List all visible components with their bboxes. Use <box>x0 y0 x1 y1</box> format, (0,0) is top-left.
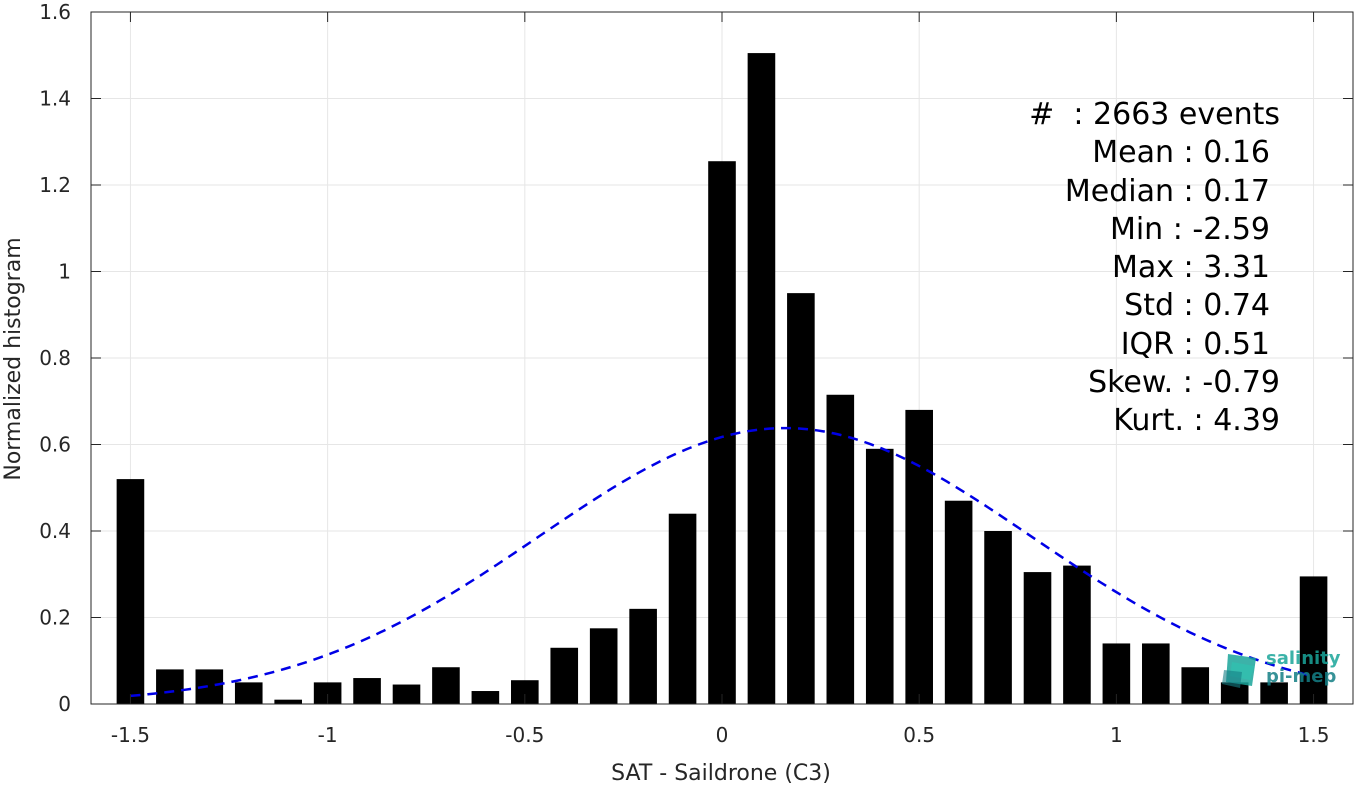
histogram-bar <box>550 647 579 704</box>
logo-text-salinity: salinity <box>1266 648 1341 669</box>
x-tick-label: -1.5 <box>111 723 150 747</box>
histogram-bar <box>1102 643 1131 704</box>
histogram-bar <box>668 513 697 704</box>
histogram-bar <box>905 409 933 704</box>
y-axis-label: Normalized histogram <box>1 237 26 480</box>
y-tick-label: 1.4 <box>39 87 71 111</box>
histogram-bar <box>589 628 618 704</box>
histogram-bar <box>392 684 421 704</box>
y-tick-label: 0.8 <box>39 346 71 370</box>
histogram-bar <box>511 680 539 704</box>
histogram-bar <box>984 531 1012 704</box>
histogram-bar <box>1181 667 1210 704</box>
logo-text-pimep: pi-mep <box>1266 666 1337 687</box>
histogram-bar <box>1260 682 1288 704</box>
histogram-bar <box>1142 643 1170 704</box>
histogram-bar <box>116 479 145 704</box>
histogram-bar <box>353 678 381 704</box>
histogram-bar <box>471 691 500 704</box>
y-tick-label: 0.2 <box>39 606 71 630</box>
stat-median: Median : 0.17 <box>1064 173 1270 209</box>
histogram-bar <box>1023 572 1052 704</box>
histogram-bar <box>865 448 894 704</box>
y-tick-label: 0.4 <box>39 519 71 543</box>
x-tick-labels: -1.5 -1 -0.5 0 0.5 1 1.5 <box>111 723 1330 747</box>
histogram-bar <box>313 682 342 704</box>
histogram-bar <box>432 667 460 704</box>
normal-fit-curve <box>130 426 1314 698</box>
x-tick-label: 1 <box>1110 723 1123 747</box>
y-tick-label: 0 <box>58 692 71 716</box>
stats-box: # : 2663 events Mean : 0.16 Median : 0.1… <box>960 96 1280 441</box>
stat-max: Max : 3.31 <box>1112 250 1270 286</box>
histogram-bar <box>156 669 184 704</box>
histogram-bar <box>826 394 855 704</box>
stat-iqr: IQR : 0.51 <box>1120 326 1270 362</box>
fit-curve-line <box>130 426 1314 698</box>
histogram-bar <box>1299 576 1328 704</box>
x-axis-label: SAT - Saildrone (C3) <box>611 761 831 785</box>
salinity-pimep-logo: salinity pi-mep <box>1222 646 1352 694</box>
x-tick-label: -1 <box>318 723 338 747</box>
stat-std: Std : 0.74 <box>1124 288 1270 324</box>
axes-box <box>90 11 1354 705</box>
histogram-bar <box>1063 565 1091 704</box>
histogram-bar <box>274 699 302 704</box>
x-tick-label: 1.5 <box>1298 723 1330 747</box>
histogram-bar <box>787 293 815 704</box>
x-tick-label: 0.5 <box>903 723 935 747</box>
histogram-bar <box>234 682 263 704</box>
histogram-bar <box>629 608 657 704</box>
stat-count: # : 2663 events <box>1029 97 1280 132</box>
x-tick-label: 0 <box>716 723 729 747</box>
y-tick-label: 1 <box>58 260 71 284</box>
stat-kurt: Kurt. : 4.39 <box>1113 403 1280 439</box>
y-tick-label: 1.6 <box>39 0 71 24</box>
x-tick-label: -0.5 <box>505 723 544 747</box>
y-tick-label: 0.6 <box>39 433 71 457</box>
stat-skew: Skew. : -0.79 <box>1088 365 1280 401</box>
histogram-bars <box>116 53 1328 704</box>
histogram-bar <box>747 53 776 704</box>
histogram-bar <box>944 500 973 704</box>
logo-mark-icon <box>1222 654 1256 688</box>
y-tick-label: 1.2 <box>39 173 71 197</box>
y-tick-labels: 0 0.2 0.4 0.6 0.8 1 1.2 1.4 1.6 <box>39 0 71 716</box>
histogram-bar <box>1220 682 1249 704</box>
stat-mean: Mean : 0.16 <box>1092 135 1270 171</box>
stat-min: Min : -2.59 <box>1109 211 1270 247</box>
histogram-bar <box>708 161 736 704</box>
